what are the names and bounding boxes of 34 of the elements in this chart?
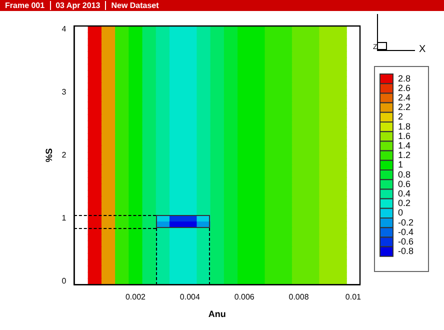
x-tick-label: 0.002	[125, 292, 146, 302]
y-tick-label: 2	[62, 150, 67, 160]
color-bar-label: 0.6	[398, 178, 411, 189]
y-axis-title: %S	[44, 148, 54, 162]
color-bar-label: 2.6	[398, 82, 411, 93]
color-bar-label: 0	[398, 208, 404, 218]
color-bar-label: -0.4	[398, 226, 414, 237]
color-bar-label: 2.4	[398, 92, 411, 102]
color-bar-label: 1	[398, 160, 404, 170]
color-bar-label: 0.8	[398, 169, 411, 180]
color-bar-label: -0.2	[398, 217, 414, 228]
color-bar-label: 0.4	[398, 188, 411, 198]
color-bar-label: 0.2	[398, 198, 411, 208]
color-bar-label: -0.8	[398, 246, 414, 256]
text: Frame 001	[4, 1, 46, 10]
x-tick-label: 0.01	[345, 292, 362, 302]
x-tick-label: 0.004	[180, 292, 200, 302]
y-tick-label: 1	[62, 214, 67, 223]
x-tick-label: 0.006	[234, 292, 255, 302]
color-bar-label: 2.2	[398, 102, 411, 112]
y-tick-label: 3	[62, 87, 67, 96]
color-bar-label: 1.4	[398, 140, 411, 150]
y-tick-label: 4	[62, 24, 67, 34]
text: New Dataset	[105, 1, 164, 10]
y-tick-label: 0	[62, 276, 67, 286]
color-bar-label: 2.8	[398, 73, 411, 84]
color-bar-label: 2	[398, 112, 404, 122]
color-bar-label: 1.8	[398, 121, 411, 132]
text: 03 Apr 2013	[50, 1, 106, 10]
x-axis-title: Anu	[208, 309, 226, 320]
x-tick-label: 0.008	[288, 292, 310, 302]
color-bar-label: -0.6	[398, 236, 414, 246]
color-bar-label: 1.2	[398, 150, 411, 160]
color-bar-label: 1.6	[398, 130, 411, 141]
